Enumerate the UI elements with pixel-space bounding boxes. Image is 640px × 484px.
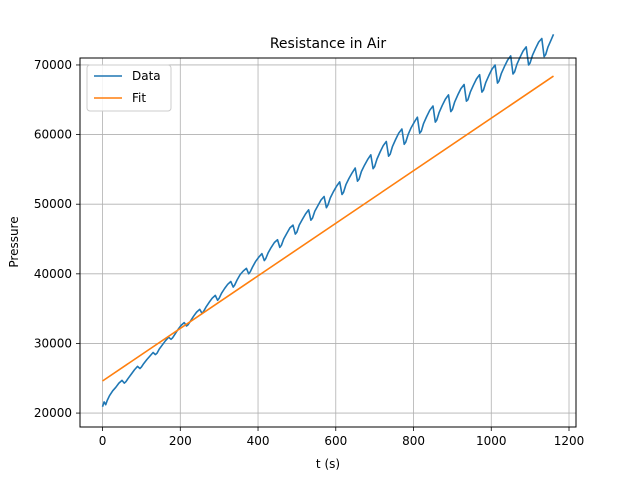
- series-group: [101, 33, 555, 408]
- legend-label-fit: Fit: [132, 91, 146, 105]
- x-axis-label: t (s): [316, 457, 340, 471]
- y-axis-label: Pressure: [7, 216, 21, 267]
- x-tick-label: 400: [247, 434, 270, 448]
- legend-label-data: Data: [132, 69, 161, 83]
- y-tick-label: 70000: [34, 58, 72, 72]
- x-tick-label: 800: [402, 434, 425, 448]
- y-tick-label: 40000: [34, 267, 72, 281]
- x-tick-label: 600: [324, 434, 347, 448]
- y-tick-label: 60000: [34, 128, 72, 142]
- y-tick-label: 30000: [34, 336, 72, 350]
- series-line-fit: [102, 75, 554, 382]
- x-tick-label: 1200: [554, 434, 585, 448]
- series-line-data: [101, 33, 555, 408]
- y-tick-label: 20000: [34, 406, 72, 420]
- x-tick-label: 1000: [476, 434, 507, 448]
- axis-ticks: 0 200 400 600 800 1000 1200 20000 30000 40000 5000…: [34, 58, 584, 448]
- y-tick-label: 50000: [34, 197, 72, 211]
- chart-title: Resistance in Air: [270, 36, 387, 52]
- plot-frame: [79, 57, 577, 428]
- legend: Data Fit: [86, 64, 172, 112]
- x-tick-label: 0: [99, 434, 107, 448]
- x-tick-label: 200: [169, 434, 192, 448]
